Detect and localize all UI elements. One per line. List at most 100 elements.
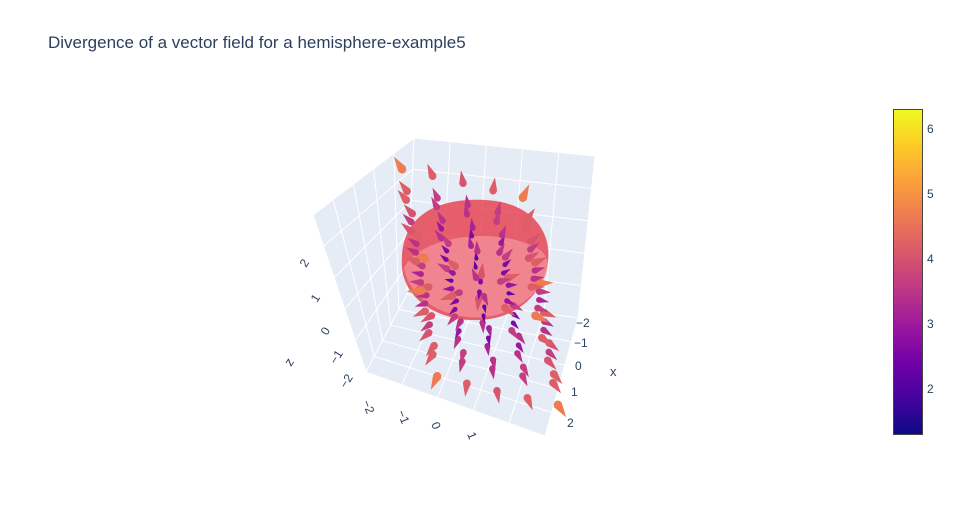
cone-base bbox=[408, 210, 417, 218]
cone-marker bbox=[508, 282, 518, 289]
cone-base bbox=[480, 292, 487, 299]
cone-base bbox=[450, 270, 456, 276]
cone-base bbox=[468, 243, 474, 249]
cone-base bbox=[454, 298, 460, 304]
cone-base bbox=[496, 249, 503, 256]
cone-base bbox=[444, 248, 450, 254]
cone-base bbox=[469, 233, 475, 239]
cone-base bbox=[419, 262, 426, 270]
x-tick-label: −1 bbox=[574, 336, 588, 350]
cone-base bbox=[463, 379, 471, 388]
cone-base bbox=[536, 297, 542, 303]
y-tick-label: 0 bbox=[428, 420, 444, 432]
cone-base bbox=[498, 232, 505, 239]
z-tick-label: 1 bbox=[308, 291, 324, 304]
cone-base bbox=[522, 224, 530, 233]
cone-base bbox=[526, 246, 534, 253]
z-tick-label: −2 bbox=[337, 371, 356, 390]
cone-base bbox=[518, 193, 527, 202]
y-tick-label: 1 bbox=[464, 430, 480, 442]
cone-base bbox=[428, 312, 436, 320]
cone-base bbox=[531, 259, 539, 267]
cone-marker bbox=[531, 282, 545, 292]
cone-base bbox=[459, 179, 467, 188]
cone-base bbox=[527, 237, 535, 245]
cone-base bbox=[426, 321, 434, 328]
cone-base bbox=[412, 257, 421, 266]
cone-base bbox=[515, 342, 521, 348]
cone-base bbox=[422, 300, 429, 307]
cone-base bbox=[489, 356, 497, 363]
z-tick-label: 0 bbox=[318, 324, 334, 337]
cone-base bbox=[489, 186, 497, 195]
cone-base bbox=[497, 278, 504, 285]
cone-base bbox=[428, 172, 437, 180]
colorbar-tick-label: 3 bbox=[927, 316, 934, 331]
cone-base bbox=[460, 349, 467, 356]
z-axis-title: z bbox=[281, 355, 297, 368]
cone-base bbox=[456, 289, 463, 296]
cone-base bbox=[443, 265, 451, 273]
cone-base bbox=[464, 202, 471, 209]
cone-base bbox=[485, 335, 491, 341]
y-axis: −2 −1 0 1 bbox=[359, 398, 480, 442]
cone-base bbox=[438, 235, 445, 242]
cone-base bbox=[423, 292, 430, 299]
cone-base bbox=[473, 275, 480, 282]
cone-base bbox=[482, 304, 487, 309]
y-tick-label: −1 bbox=[394, 408, 412, 426]
cone-base bbox=[500, 270, 506, 276]
cone-marker bbox=[479, 322, 486, 334]
grid-line bbox=[332, 199, 375, 357]
grid-line bbox=[374, 355, 552, 413]
grid-line bbox=[344, 231, 411, 310]
grid-line bbox=[354, 262, 409, 341]
cone-base bbox=[501, 303, 509, 312]
cone-base bbox=[505, 282, 511, 288]
cone-base bbox=[477, 289, 482, 295]
cone-base bbox=[523, 394, 532, 402]
cone-base bbox=[519, 372, 526, 379]
chart-title: Divergence of a vector field for a hemis… bbox=[48, 33, 466, 52]
cone-base bbox=[540, 326, 547, 333]
cone-base bbox=[502, 262, 508, 268]
x-axis: −2 −1 0 1 2 x bbox=[567, 316, 617, 430]
cone-base bbox=[456, 328, 462, 334]
colorbar-tick-label: 5 bbox=[927, 187, 934, 202]
cone-base bbox=[420, 254, 429, 263]
cone-base bbox=[413, 241, 420, 248]
cone-base bbox=[403, 187, 411, 196]
cone-base bbox=[494, 209, 501, 217]
grid-line bbox=[401, 298, 442, 386]
cone-base bbox=[418, 271, 424, 277]
cone-base bbox=[451, 262, 459, 271]
cone-base bbox=[535, 288, 543, 295]
cone-base bbox=[524, 254, 532, 262]
z-tick-label: 2 bbox=[297, 256, 313, 269]
cone-marker bbox=[406, 286, 422, 296]
cone-marker bbox=[442, 285, 452, 292]
cone-base bbox=[530, 275, 537, 282]
cone-base bbox=[407, 227, 415, 235]
grid-line bbox=[373, 168, 392, 326]
cone-base bbox=[534, 304, 541, 312]
cone-base bbox=[510, 320, 516, 326]
cone-base bbox=[549, 378, 557, 387]
cone-base bbox=[508, 326, 515, 334]
cone-base bbox=[417, 279, 425, 286]
cone-base bbox=[473, 265, 478, 270]
grid-line bbox=[543, 152, 560, 314]
cone-base bbox=[506, 291, 511, 296]
cone-marker bbox=[409, 278, 422, 286]
cone-base bbox=[481, 313, 486, 318]
cone-marker bbox=[538, 278, 554, 288]
grid-line bbox=[333, 200, 412, 279]
cone-base bbox=[449, 278, 454, 283]
cone-base bbox=[519, 363, 527, 371]
cone-base bbox=[474, 256, 479, 261]
cone-base bbox=[498, 240, 504, 246]
cone-base bbox=[414, 232, 422, 241]
cone-base bbox=[523, 215, 531, 224]
cone-base bbox=[451, 313, 459, 320]
